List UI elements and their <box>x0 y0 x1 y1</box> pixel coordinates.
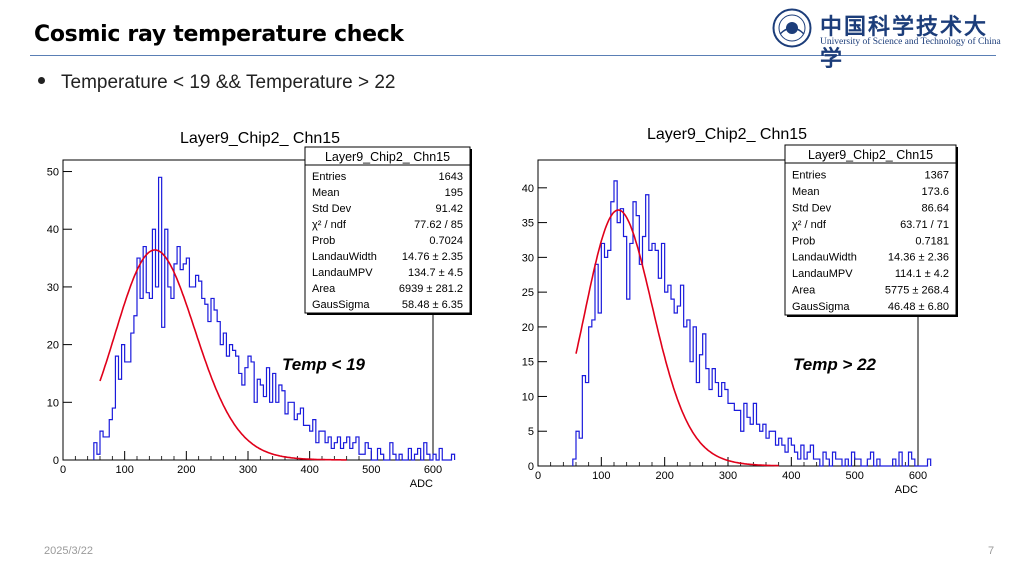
x-tick-label: 500 <box>362 464 380 476</box>
stats-value: 46.48 ± 6.80 <box>888 301 949 313</box>
bullet-item: Temperature < 19 && Temperature > 22 <box>38 72 395 94</box>
y-tick-label: 35 <box>522 218 534 230</box>
stats-value: 0.7024 <box>429 235 463 247</box>
fit-curve <box>575 209 779 467</box>
stats-value: 14.36 ± 2.36 <box>888 252 949 264</box>
x-tick-label: 100 <box>115 464 133 476</box>
x-tick-label: 400 <box>782 470 800 482</box>
y-tick-label: 5 <box>528 426 534 438</box>
x-tick-label: 500 <box>845 470 863 482</box>
histogram-title: Layer9_Chip2_ Chn15 <box>647 126 807 143</box>
y-tick-label: 10 <box>47 397 59 409</box>
y-tick-label: 40 <box>522 183 534 195</box>
x-tick-label: 600 <box>909 470 927 482</box>
fit-curve <box>99 249 347 461</box>
stats-value: 5775 ± 268.4 <box>885 285 949 297</box>
stats-value: 58.48 ± 6.35 <box>402 299 463 311</box>
stats-box: Layer9_Chip2_ Chn15 Entries 1367 Mean 173.6 S… <box>784 144 958 317</box>
stats-label: Area <box>312 283 336 295</box>
stats-box-title: Layer9_Chip2_ Chn15 <box>325 150 450 164</box>
slide-title: Cosmic ray temperature check <box>34 22 404 47</box>
stats-label: LandauMPV <box>312 267 373 279</box>
stats-value: 63.71 / 71 <box>900 219 949 231</box>
stats-box-frame <box>784 144 957 316</box>
stats-label: Mean <box>312 187 340 199</box>
footer-date: 2025/3/22 <box>44 545 93 557</box>
x-tick-label: 0 <box>60 464 66 476</box>
y-tick-label: 30 <box>47 282 59 294</box>
stats-value: 1643 <box>439 171 463 183</box>
y-tick-label: 20 <box>47 340 59 352</box>
x-tick-label: 100 <box>592 470 610 482</box>
temperature-annotation: Temp > 22 <box>793 355 877 374</box>
stats-value: 91.42 <box>435 203 463 215</box>
stats-label: LandauMPV <box>792 268 853 280</box>
stats-value: 6939 ± 281.2 <box>399 283 463 295</box>
x-tick-label: 300 <box>239 464 257 476</box>
stats-value: 195 <box>445 187 463 199</box>
stats-label: Area <box>792 285 816 297</box>
stats-label: Prob <box>792 235 815 247</box>
stats-label: LandauWidth <box>312 251 377 263</box>
stats-value: 173.6 <box>921 186 949 198</box>
histogram-bars <box>93 176 456 461</box>
stats-value: 86.64 <box>921 202 949 214</box>
y-tick-label: 25 <box>522 287 534 299</box>
stats-label: LandauWidth <box>792 252 857 264</box>
y-tick-label: 15 <box>522 357 534 369</box>
stats-box: Layer9_Chip2_ Chn15 Entries 1643 Mean 195 Std… <box>304 146 472 315</box>
temperature-annotation: Temp < 19 <box>282 355 366 374</box>
stats-label: χ² / ndf <box>792 219 827 231</box>
stats-label: Std Dev <box>792 202 832 214</box>
x-tick-label: 300 <box>719 470 737 482</box>
y-tick-label: 20 <box>522 322 534 334</box>
bullet-dot-icon <box>38 77 45 85</box>
stats-label: χ² / ndf <box>312 219 347 231</box>
stats-box-title: Layer9_Chip2_ Chn15 <box>808 148 933 162</box>
page-number: 7 <box>988 545 995 557</box>
stats-label: GausSigma <box>312 299 370 311</box>
stats-label: Entries <box>792 170 827 182</box>
y-tick-label: 0 <box>528 461 534 473</box>
university-name-en: University of Science and Technology of … <box>820 37 1001 47</box>
stats-value: 77.62 / 85 <box>414 219 463 231</box>
x-axis-label: ADC <box>895 484 918 496</box>
stats-value: 14.76 ± 2.35 <box>402 251 463 263</box>
y-tick-label: 40 <box>47 224 59 236</box>
stats-label: Entries <box>312 171 347 183</box>
y-tick-label: 50 <box>47 167 59 179</box>
x-tick-label: 0 <box>535 470 541 482</box>
stats-label: Mean <box>792 186 820 198</box>
university-seal-icon <box>772 8 812 48</box>
x-tick-label: 200 <box>177 464 195 476</box>
stats-label: Std Dev <box>312 203 352 215</box>
x-tick-label: 600 <box>424 464 442 476</box>
stats-value: 134.7 ± 4.5 <box>408 267 463 279</box>
stats-value: 114.1 ± 4.2 <box>895 268 949 280</box>
stats-label: Prob <box>312 235 335 247</box>
university-logo: 中国科学技术大学 University of Science and Techn… <box>772 8 1002 72</box>
y-tick-label: 30 <box>522 252 534 264</box>
bullet-text: Temperature < 19 && Temperature > 22 <box>61 72 396 93</box>
histogram-title: Layer9_Chip2_ Chn15 <box>180 130 340 147</box>
stats-label: GausSigma <box>792 301 850 313</box>
university-name-cn: 中国科学技术大学 <box>820 14 989 72</box>
x-tick-label: 400 <box>300 464 318 476</box>
stats-value: 1367 <box>925 170 949 182</box>
stats-value: 0.7181 <box>915 235 949 247</box>
stats-box-frame <box>304 146 471 314</box>
x-axis-label: ADC <box>410 478 433 490</box>
title-underline <box>30 55 996 56</box>
histogram-bars <box>572 180 932 467</box>
x-tick-label: 200 <box>655 470 673 482</box>
y-tick-label: 10 <box>522 391 534 403</box>
y-tick-label: 0 <box>53 455 59 467</box>
